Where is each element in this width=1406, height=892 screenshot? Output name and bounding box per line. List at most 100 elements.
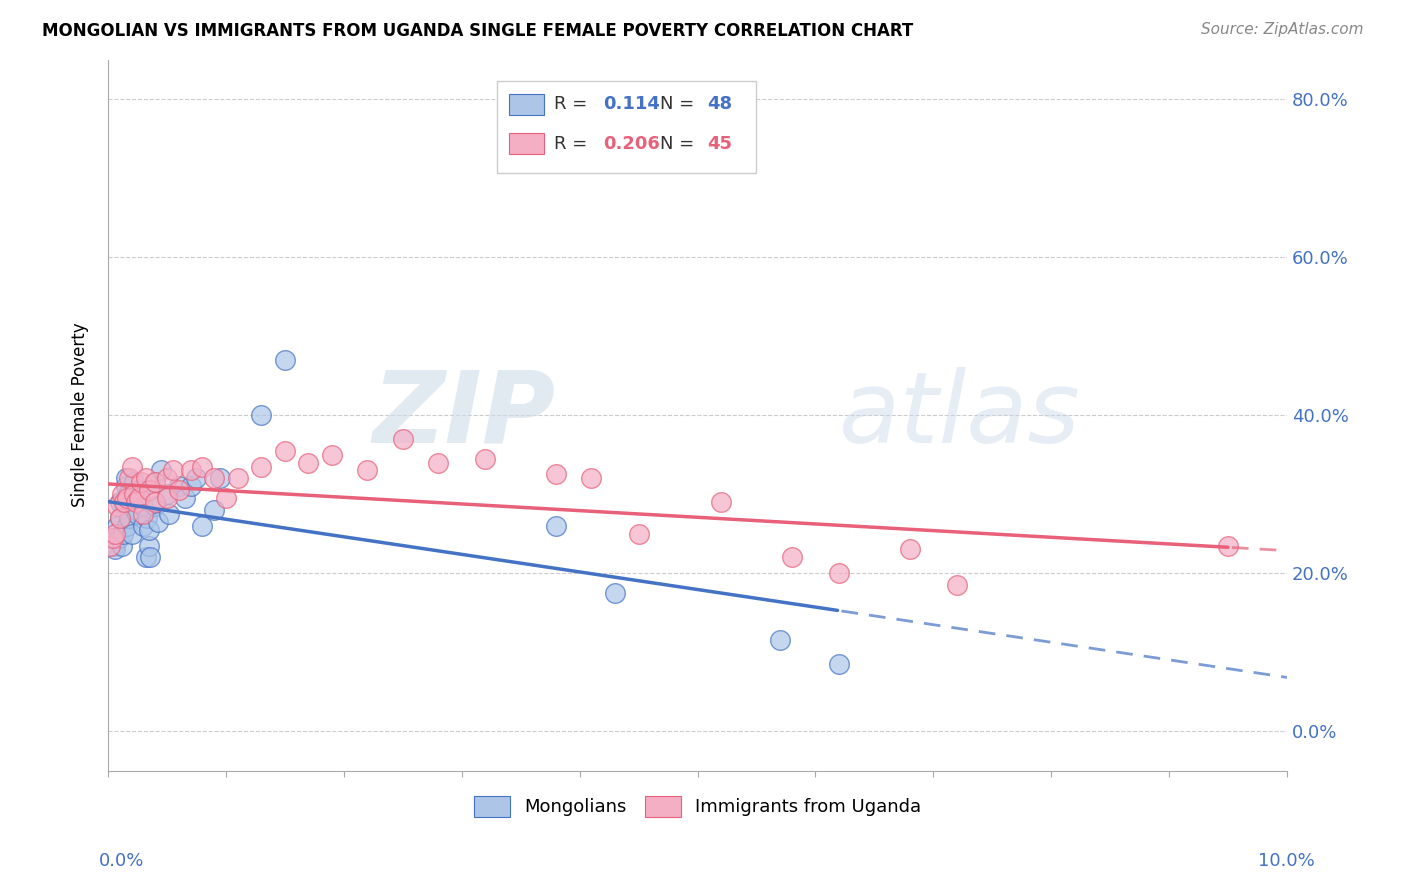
Legend: Mongolians, Immigrants from Uganda: Mongolians, Immigrants from Uganda <box>464 787 931 826</box>
Point <box>427 456 450 470</box>
Text: 48: 48 <box>707 95 733 113</box>
Point <box>138 523 160 537</box>
Point <box>125 495 148 509</box>
Point <box>150 463 173 477</box>
Point <box>544 467 567 482</box>
Point <box>1216 539 1239 553</box>
Point <box>114 495 136 509</box>
Point <box>544 518 567 533</box>
Point <box>474 451 496 466</box>
Point <box>127 491 149 505</box>
Point <box>111 487 134 501</box>
Point <box>321 448 343 462</box>
Point <box>128 491 150 505</box>
Point <box>98 534 121 549</box>
Point <box>135 550 157 565</box>
Point <box>107 518 129 533</box>
FancyBboxPatch shape <box>509 94 544 115</box>
Point <box>118 471 141 485</box>
Point <box>107 531 129 545</box>
Point <box>112 526 135 541</box>
Point <box>127 507 149 521</box>
Point <box>114 471 136 485</box>
Point <box>111 539 134 553</box>
Point <box>108 511 131 525</box>
Point <box>124 503 146 517</box>
Point <box>101 531 124 545</box>
Point <box>191 518 214 533</box>
Point <box>143 475 166 490</box>
Point <box>132 499 155 513</box>
Point <box>114 495 136 509</box>
Point <box>297 456 319 470</box>
Point <box>156 471 179 485</box>
Text: R =: R = <box>554 95 593 113</box>
Text: N =: N = <box>659 95 700 113</box>
Point <box>167 483 190 498</box>
Point <box>156 487 179 501</box>
Point <box>769 633 792 648</box>
Point <box>121 526 143 541</box>
Text: Source: ZipAtlas.com: Source: ZipAtlas.com <box>1201 22 1364 37</box>
Point <box>138 483 160 498</box>
Point <box>780 550 803 565</box>
Point <box>122 475 145 490</box>
Point <box>581 471 603 485</box>
Point <box>117 487 139 501</box>
Point <box>828 566 851 581</box>
Point <box>946 578 969 592</box>
Point <box>157 507 180 521</box>
Point <box>115 491 138 505</box>
Point <box>121 459 143 474</box>
Point <box>215 491 238 505</box>
Text: 0.206: 0.206 <box>603 135 659 153</box>
Text: ZIP: ZIP <box>373 367 555 464</box>
Point <box>139 550 162 565</box>
Point <box>114 479 136 493</box>
Point <box>202 503 225 517</box>
Point <box>173 491 195 505</box>
Text: 45: 45 <box>707 135 733 153</box>
Point <box>156 491 179 505</box>
Point <box>121 491 143 505</box>
Point <box>391 432 413 446</box>
Text: 10.0%: 10.0% <box>1258 852 1315 870</box>
Point <box>129 475 152 490</box>
Point <box>143 495 166 509</box>
Point <box>107 499 129 513</box>
Point <box>274 352 297 367</box>
Text: MONGOLIAN VS IMMIGRANTS FROM UGANDA SINGLE FEMALE POVERTY CORRELATION CHART: MONGOLIAN VS IMMIGRANTS FROM UGANDA SING… <box>42 22 914 40</box>
Point <box>128 483 150 498</box>
Point <box>186 471 208 485</box>
Point <box>108 511 131 525</box>
Text: 0.114: 0.114 <box>603 95 659 113</box>
Point <box>250 459 273 474</box>
Point <box>274 443 297 458</box>
Point <box>143 499 166 513</box>
Text: R =: R = <box>554 135 593 153</box>
Y-axis label: Single Female Poverty: Single Female Poverty <box>72 323 89 508</box>
Point <box>104 526 127 541</box>
Point <box>710 495 733 509</box>
Point <box>191 459 214 474</box>
Point <box>828 657 851 671</box>
Point <box>108 495 131 509</box>
Point <box>103 539 125 553</box>
Point <box>135 511 157 525</box>
Point <box>132 507 155 521</box>
Point <box>250 408 273 422</box>
Point <box>143 475 166 490</box>
Point <box>132 518 155 533</box>
Point <box>180 479 202 493</box>
Point <box>115 518 138 533</box>
Point <box>603 586 626 600</box>
Point <box>898 542 921 557</box>
Point <box>167 479 190 493</box>
Text: N =: N = <box>659 135 700 153</box>
Text: atlas: atlas <box>839 367 1081 464</box>
Point <box>118 511 141 525</box>
FancyBboxPatch shape <box>509 133 544 154</box>
Point <box>356 463 378 477</box>
Point <box>122 487 145 501</box>
Point <box>146 515 169 529</box>
